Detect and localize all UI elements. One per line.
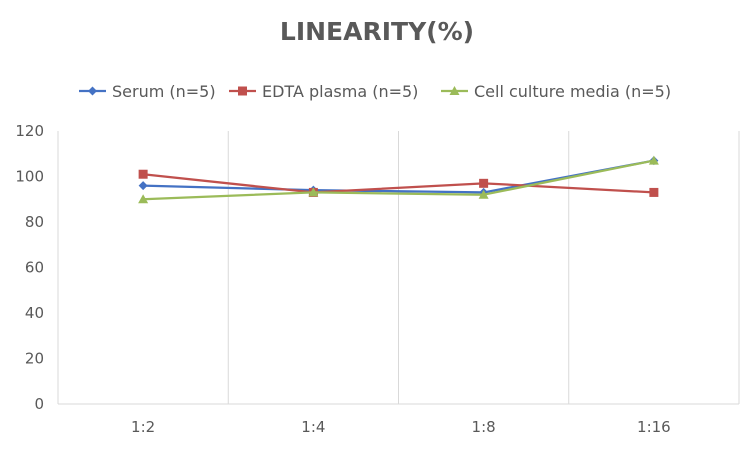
legend-item: Cell culture media (n=5) — [441, 82, 671, 101]
data-point-marker — [308, 187, 319, 197]
x-axis-ticks: 1:2 1:4 1:8 1:16 — [131, 418, 671, 436]
y-tick-label: 80 — [25, 213, 44, 231]
series-line — [143, 173, 654, 194]
series-2 — [138, 155, 659, 204]
y-tick-label: 120 — [15, 122, 44, 140]
legend-label: Serum (n=5) — [112, 82, 216, 101]
y-tick-label: 40 — [25, 304, 44, 322]
legend-label: Cell culture media (n=5) — [474, 82, 671, 101]
chart-title: LINEARITY(%) — [280, 17, 474, 46]
data-point-marker — [648, 155, 659, 165]
y-tick-label: 100 — [15, 168, 44, 186]
x-tick-label: 1:8 — [472, 418, 496, 436]
y-axis-ticks: 0 20 40 60 80 100 120 — [15, 122, 44, 413]
data-point-marker — [649, 187, 659, 197]
data-point-marker — [138, 181, 148, 191]
legend-item: EDTA plasma (n=5) — [229, 82, 418, 101]
x-tick-label: 1:2 — [131, 418, 155, 436]
x-tick-label: 1:16 — [637, 418, 671, 436]
legend-label: EDTA plasma (n=5) — [262, 82, 418, 101]
legend-marker-icon — [238, 86, 247, 96]
y-tick-label: 0 — [34, 395, 44, 413]
data-point-marker — [478, 189, 489, 199]
data-point-marker — [138, 194, 149, 204]
legend-marker-icon — [449, 86, 460, 95]
legend-item: Serum (n=5) — [79, 82, 216, 101]
data-point-marker — [479, 178, 489, 188]
y-tick-label: 60 — [25, 259, 44, 277]
legend-marker-icon — [88, 86, 97, 96]
data-point-marker — [138, 169, 148, 179]
legend: Serum (n=5) EDTA plasma (n=5) Cell culture… — [79, 82, 671, 101]
x-tick-label: 1:4 — [301, 418, 325, 436]
series-line — [143, 159, 655, 201]
y-tick-label: 20 — [25, 350, 44, 368]
series-group — [138, 155, 659, 204]
